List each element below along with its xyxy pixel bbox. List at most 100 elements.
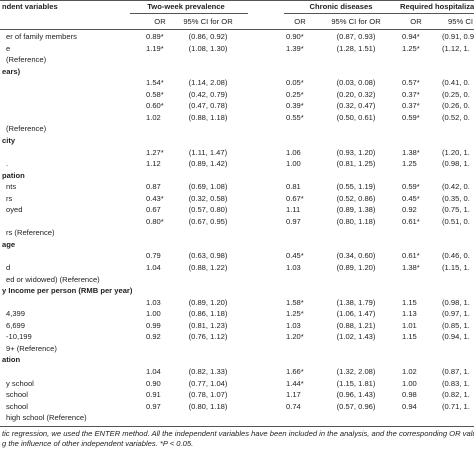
cell: (0.88, 1.18) (188, 112, 228, 122)
cell: 0.57* (402, 78, 420, 88)
cell: 1.06 (286, 147, 301, 157)
cell: 1.17 (286, 390, 301, 400)
section-label: ears) (2, 66, 21, 76)
column-subheader: OR (294, 17, 306, 26)
cell: 0.89* (146, 32, 164, 41)
cell: (0.88, 1.22) (188, 263, 228, 272)
row-label: 9+ (Reference) (6, 343, 57, 353)
cell: 0.67 (146, 205, 161, 215)
cell: 1.01 (402, 320, 417, 330)
section-label: city (2, 135, 16, 145)
cell: 0.97 (146, 401, 161, 411)
cell: 1.04 (146, 366, 161, 376)
row-label: y school (6, 378, 34, 388)
column-header: Required hospitalizatio (400, 2, 474, 11)
cell: 1.11 (286, 205, 301, 215)
cell: (0.88, 1.21) (336, 320, 376, 330)
cell: 0.74 (286, 401, 301, 411)
column-subheader: 95% CI for O (448, 17, 474, 26)
cell: (0.52, 0.86) (336, 193, 376, 203)
cell: 1.25 (402, 159, 417, 169)
cell: (1.08, 1.30) (188, 43, 228, 53)
cell: 1.02 (146, 112, 161, 122)
cell: (0.86, 1.18) (188, 309, 228, 319)
cell: 0.90* (286, 32, 304, 41)
section-label: y Income per person (RMB per year) (2, 286, 133, 296)
cell: (1.32, 2.08) (336, 366, 376, 376)
cell: (1.14, 2.08) (188, 78, 228, 88)
row-label: 6,699 (6, 320, 26, 330)
cell: 0.94* (402, 32, 420, 41)
row-label: 4,399 (6, 309, 26, 319)
rule (0, 425, 474, 427)
row-label: ed or widowed) (Reference) (6, 274, 100, 284)
row-label: nts (6, 182, 17, 192)
cell: 1.02 (402, 366, 417, 376)
cell: 0.87 (146, 182, 161, 192)
row-label: school (6, 401, 28, 411)
row-label: oyed (6, 205, 23, 215)
cell: 1.03 (146, 297, 161, 307)
cell: 0.97 (286, 216, 301, 226)
cell: 0.45* (402, 193, 420, 203)
cell: (1.11, 1.47) (188, 147, 228, 157)
cell: 0.79 (146, 251, 161, 261)
cell: 1.39* (286, 43, 304, 53)
cell: (0.86, 0.92) (188, 32, 228, 41)
cell: (0.32, 0.47) (336, 101, 376, 111)
cell: 1.00 (402, 378, 417, 388)
cell: 1.25* (286, 309, 304, 319)
cell: 0.39* (286, 101, 304, 111)
cell: (0.63, 0.98) (188, 251, 228, 261)
cell: (0.52, 0. (442, 112, 470, 122)
cell: (0.34, 0.60) (336, 251, 376, 261)
row-label: . (6, 159, 9, 169)
section-label: pation (2, 170, 25, 180)
cell: (0.93, 1.20) (336, 147, 376, 157)
cell: 1.15 (402, 332, 417, 342)
cell: 1.00 (146, 309, 161, 319)
cell: (1.20, 1. (442, 147, 470, 157)
cell: 1.20* (286, 332, 304, 342)
cell: (0.80, 1.18) (336, 216, 376, 226)
row-label: d (6, 263, 11, 272)
cell: 1.44* (286, 378, 304, 388)
row-label: high school (Reference) (6, 413, 87, 423)
cell: (0.78, 1.07) (188, 390, 228, 400)
cell: (0.85, 1. (442, 320, 470, 330)
section-label: ation (2, 355, 21, 365)
cell: (0.89, 1.38) (336, 205, 376, 215)
cell: (0.98, 1. (442, 297, 470, 307)
cell: (0.77, 1.04) (188, 378, 228, 388)
cell: 1.00 (286, 159, 301, 169)
cell: 1.27* (146, 147, 164, 157)
cell: (0.41, 0. (442, 78, 470, 88)
cell: (1.12, 1. (442, 43, 470, 53)
cell: (0.46, 0. (442, 251, 470, 261)
cell: (0.96, 1.43) (336, 390, 376, 400)
cell: (0.32, 0.58) (188, 193, 228, 203)
cell: 0.92 (402, 205, 417, 215)
cell: (0.55, 1.19) (336, 182, 376, 192)
rule (0, 0, 474, 1)
cell: (0.82, 1.33) (188, 366, 228, 376)
rule (0, 29, 474, 30)
cell: (0.89, 1.42) (188, 159, 228, 169)
cell: (0.87, 0.93) (336, 32, 376, 41)
cell: (0.71, 1. (442, 401, 470, 411)
cell: (0.25, 0. (442, 89, 470, 99)
cell: (0.87, 1. (442, 366, 470, 376)
cell: 0.37* (402, 89, 420, 99)
cell: 0.67* (286, 193, 304, 203)
cell: 0.61* (402, 251, 420, 261)
cell: 0.80* (146, 216, 164, 226)
column-subheader: OR (410, 17, 422, 26)
cell: 1.13 (402, 309, 417, 319)
cell: 0.59* (402, 112, 420, 122)
cell: (1.15, 1.81) (336, 378, 376, 388)
cell: 0.25* (286, 89, 304, 99)
rule (130, 13, 248, 14)
cell: 0.99 (146, 320, 161, 330)
cell: 1.03 (286, 320, 301, 330)
